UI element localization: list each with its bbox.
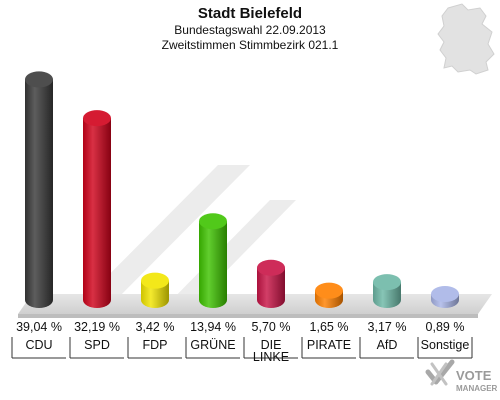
checkmark-x-icon bbox=[425, 359, 455, 386]
bar bbox=[199, 213, 227, 308]
category-label: Sonstige bbox=[421, 338, 470, 352]
bar-cap bbox=[199, 213, 227, 230]
bar-cap bbox=[25, 71, 53, 88]
logo-line2: MANAGER bbox=[456, 384, 498, 393]
category-label: PIRATE bbox=[307, 338, 351, 352]
chart-subtitle-2: Zweitstimmen Stimmbezirk 021.1 bbox=[162, 38, 339, 52]
category-label: LINKE bbox=[253, 350, 289, 364]
value-label: 1,65 % bbox=[310, 320, 349, 334]
category-label: CDU bbox=[25, 338, 52, 352]
value-label: 39,04 % bbox=[16, 320, 62, 334]
bar-cap bbox=[431, 286, 459, 302]
value-labels-group: 39,04 % 32,19 % 3,42 % 13,94 % 5,70 % 1,65 % 3… bbox=[16, 320, 464, 334]
bar-cap bbox=[257, 259, 285, 276]
bars-group bbox=[25, 71, 459, 309]
category-label: SPD bbox=[84, 338, 110, 352]
bar bbox=[25, 71, 53, 308]
bar-body bbox=[257, 267, 285, 308]
value-label: 13,94 % bbox=[190, 320, 236, 334]
bar-body bbox=[25, 79, 53, 308]
category-label: DIE bbox=[261, 338, 282, 352]
category-label: AfD bbox=[377, 338, 398, 352]
value-label: 32,19 % bbox=[74, 320, 120, 334]
bar-body bbox=[199, 221, 227, 308]
background-shadow-stripes bbox=[72, 165, 296, 312]
category-label: FDP bbox=[143, 338, 168, 352]
value-label: 0,89 % bbox=[426, 320, 465, 334]
bar-cap bbox=[315, 282, 343, 299]
vote-manager-logo: VOTE MANAGER bbox=[425, 359, 498, 393]
bar bbox=[315, 282, 343, 308]
value-label: 3,17 % bbox=[368, 320, 407, 334]
bar bbox=[83, 110, 111, 309]
value-label: 5,70 % bbox=[252, 320, 291, 334]
category-label: GRÜNE bbox=[190, 338, 235, 352]
bar bbox=[141, 272, 169, 308]
bar-cap bbox=[83, 110, 111, 127]
bar bbox=[431, 286, 459, 308]
chart-subtitle-1: Bundestagswahl 22.09.2013 bbox=[174, 23, 326, 37]
bar bbox=[373, 274, 401, 308]
germany-map-icon bbox=[437, 3, 495, 75]
bar bbox=[257, 259, 285, 308]
logo-line1: VOTE bbox=[456, 368, 492, 383]
chart-title: Stadt Bielefeld bbox=[198, 5, 302, 22]
bar-cap bbox=[141, 272, 169, 289]
bar-body bbox=[83, 118, 111, 309]
bar-cap bbox=[373, 274, 401, 291]
axis-separators bbox=[11, 337, 473, 359]
value-label: 3,42 % bbox=[136, 320, 175, 334]
